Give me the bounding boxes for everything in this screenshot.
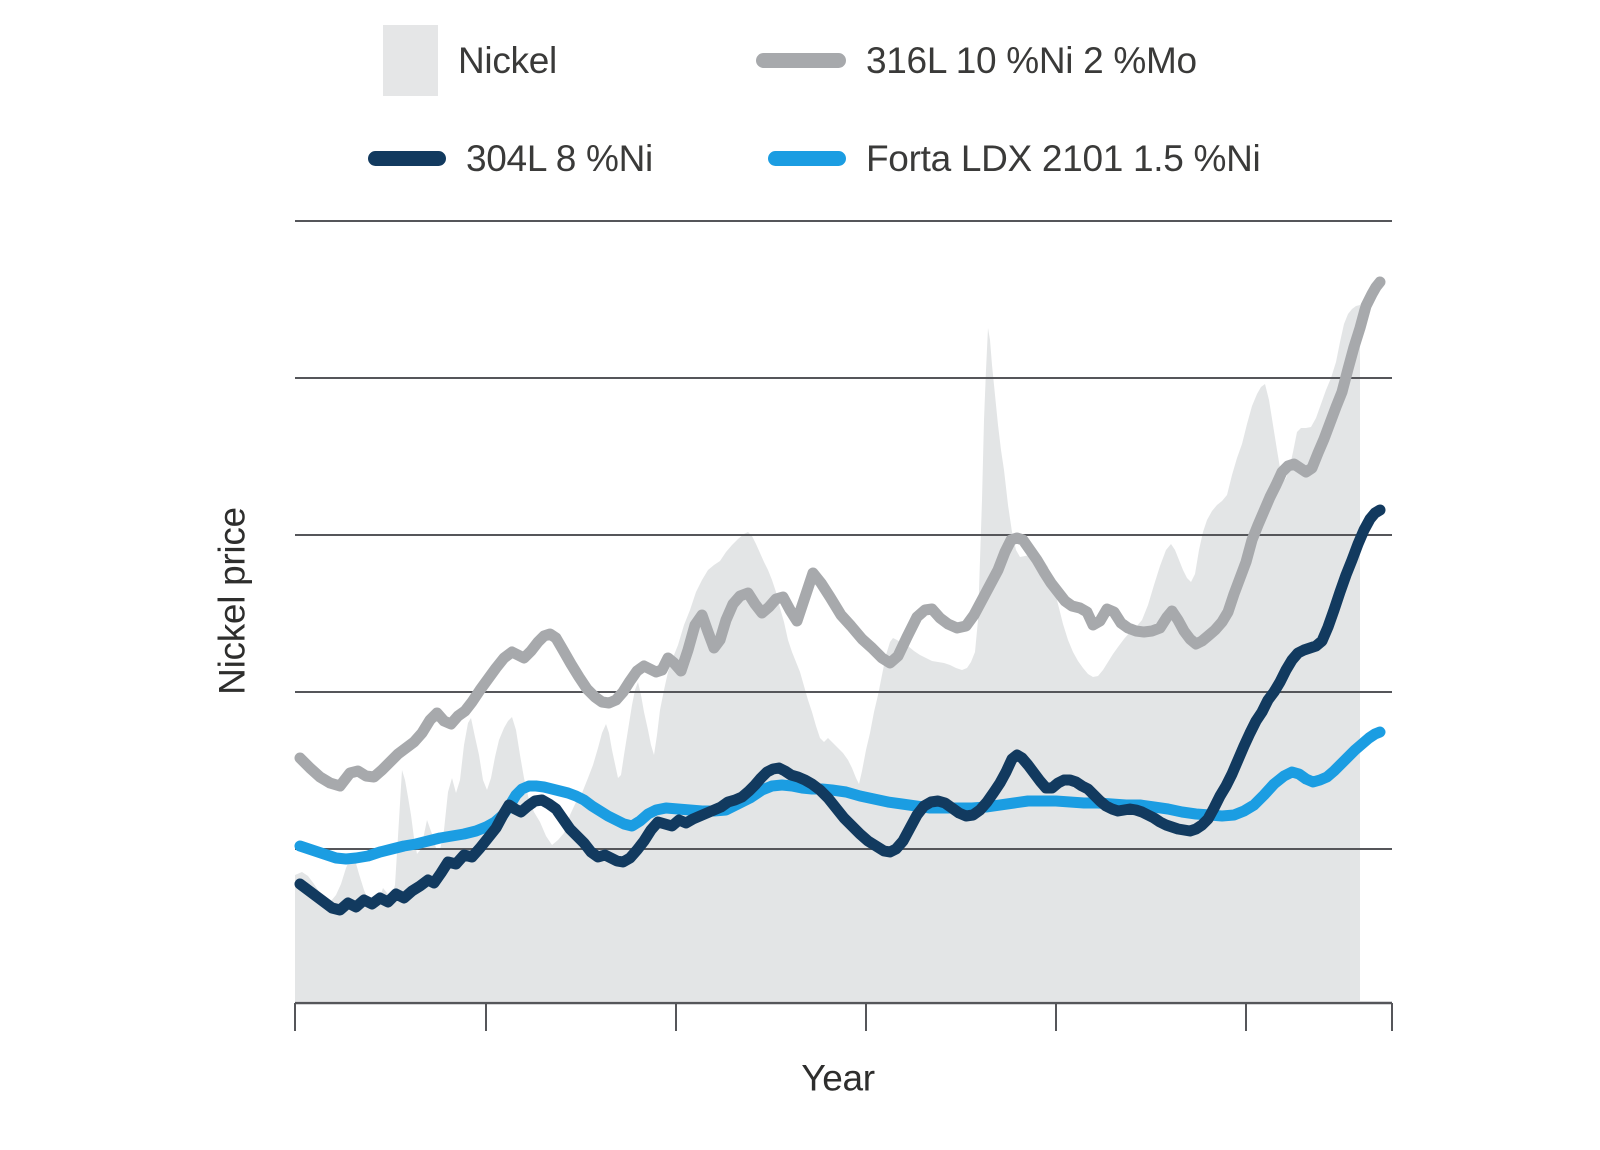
legend-label-nickel: Nickel [458, 40, 557, 81]
forta-ldx-line-swatch [768, 150, 846, 166]
x-axis-title: Year [801, 1057, 875, 1099]
legend-label-316l: 316L 10 %Ni 2 %Mo [866, 40, 1197, 81]
series-line-304l [294, 504, 1386, 916]
legend-item-forta-ldx: Forta LDX 2101 1.5 %Ni [768, 137, 1261, 179]
304l-line-swatch [368, 150, 446, 166]
nickel-area-swatch [383, 25, 438, 96]
series-area-nickel [295, 305, 1360, 1001]
series-line-316l [294, 276, 1386, 792]
legend-label-forta-ldx: Forta LDX 2101 1.5 %Ni [866, 137, 1261, 179]
legend-item-304l: 304L 8 %Ni [368, 139, 653, 177]
legend-item-316l: 316L 10 %Ni 2 %Mo [756, 25, 1197, 96]
316l-line-swatch [756, 53, 846, 68]
y-axis-title: Nickel price [211, 507, 253, 695]
legend-label-304l: 304L 8 %Ni [466, 137, 653, 179]
legend-item-nickel: Nickel [383, 25, 557, 96]
